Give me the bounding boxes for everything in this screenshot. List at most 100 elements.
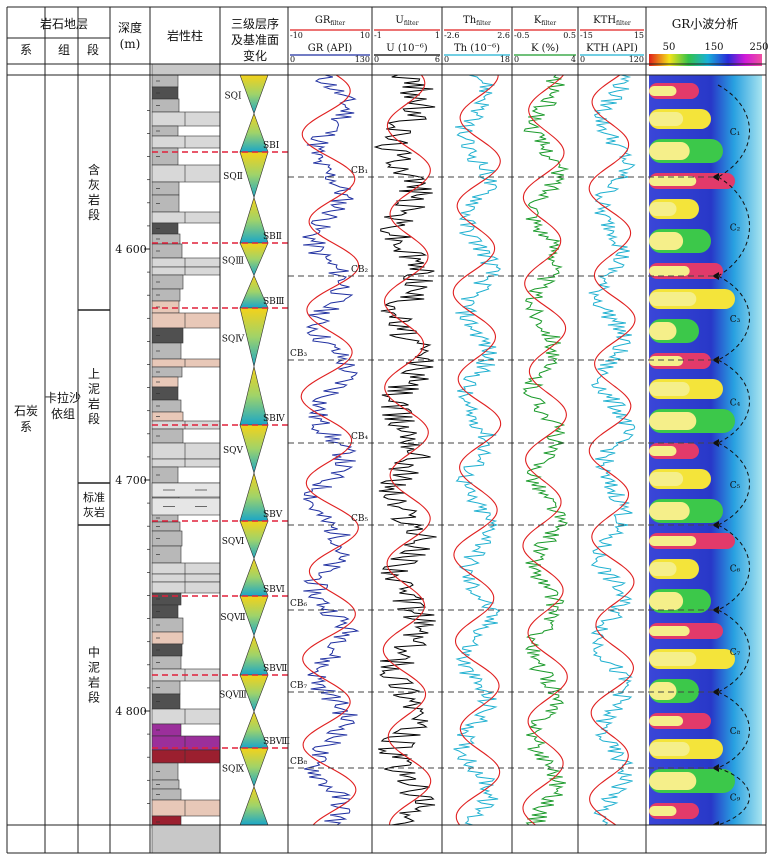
wavelet-band-core (649, 176, 697, 186)
header-seq-3: 变化 (243, 48, 267, 63)
scale-tick-label: 250 (749, 42, 768, 53)
sequence-rise-triangle (239, 785, 269, 826)
log-raw-min: 0 (514, 55, 519, 64)
section-label: 岩 (88, 192, 100, 207)
log-filter-curve (522, 74, 568, 826)
log-raw-max: 120 (629, 55, 644, 64)
header-group: 组 (58, 43, 70, 57)
sequence-column: SQⅠ SQⅡ SQⅢ SQⅣ SQⅤ SQⅥ SQⅦ SQⅧ SQⅨ SBⅠ SBⅡ SBⅢ SBⅣ S… (219, 74, 290, 826)
lithology-bed (151, 164, 221, 183)
sb-label: SBⅤ (263, 510, 283, 520)
log-filter-max: 1 (435, 31, 440, 40)
lithology-bed (151, 312, 221, 329)
sequence-fall-triangle (239, 74, 269, 115)
cb-label: CB₁ (351, 166, 368, 176)
cb-label: CB₄ (351, 432, 369, 442)
system-label: 石炭 (14, 404, 38, 418)
sb-label: SBⅡ (263, 232, 282, 242)
lithology-bed (151, 376, 179, 388)
header-depth-unit: (m) (120, 37, 141, 51)
lithology-bed (151, 562, 221, 575)
wavelet-band-core (649, 142, 690, 160)
lithology-bed (151, 111, 221, 127)
wavelet-band-core (649, 86, 677, 96)
cycle-arrow (712, 521, 719, 529)
cycle-label: C₅ (730, 481, 741, 491)
log-track-headers: GRfilter -10 10 GR (API) 0 130 Ufilter -1 1 U (10… (290, 15, 644, 64)
log-filter-min: -1 (374, 31, 382, 40)
wavelet-band-core (649, 502, 690, 520)
sequence-fall-triangle (239, 424, 269, 475)
log-raw-label: Th (10⁻⁶) (454, 43, 500, 54)
log-raw-label: GR (API) (308, 43, 352, 54)
lithology-bed (151, 497, 221, 516)
wavelet-band-core (649, 322, 677, 340)
lithology-bed (151, 604, 179, 619)
log-raw-curve (522, 74, 570, 826)
log-raw-min: 0 (444, 55, 449, 64)
lithology-bed (151, 135, 221, 149)
section-label: 标准 (83, 490, 105, 504)
lithology-bed (151, 86, 179, 100)
header-strat: 岩石地层 (40, 16, 88, 31)
sb-label: SBⅧ (263, 737, 290, 747)
cycle-arrow (712, 764, 719, 772)
log-filter-min: -10 (290, 31, 303, 40)
log-raw-max: 18 (500, 55, 510, 64)
log-filter-max: 2.6 (497, 31, 510, 40)
log-raw-min: 0 (580, 55, 585, 64)
lithology-bed (151, 386, 179, 401)
cycle-label: C₉ (730, 794, 741, 804)
lithology-bed (151, 125, 179, 137)
wavelet-band-core (649, 356, 684, 366)
lithology-bed (151, 581, 221, 594)
wavelet-band-core (649, 266, 690, 276)
wavelet-band-core (649, 626, 690, 636)
log-filter-label: Thfilter (463, 15, 491, 27)
depth-label: 4 700 (115, 474, 147, 487)
log-filter-max: 15 (634, 31, 644, 40)
lithology-bed (151, 222, 179, 235)
log-raw-min: 0 (374, 55, 379, 64)
section-label: 岩 (88, 396, 100, 411)
log-filter-min: -0.5 (514, 31, 529, 40)
section-label: 泥 (88, 382, 100, 396)
cycle-arc (717, 524, 750, 611)
header-system: 系 (20, 43, 32, 57)
cycle-arrow (712, 688, 719, 696)
section-label: 段 (88, 207, 100, 222)
lithology-bed (151, 211, 221, 224)
sequence-label: SQⅡ (223, 172, 243, 182)
lithology-bed (151, 458, 221, 468)
cycle-label: C₆ (730, 565, 741, 575)
wavelet-band-core (649, 742, 690, 756)
cb-label: CB₂ (351, 265, 369, 275)
sequence-label: SQⅥ (222, 537, 245, 547)
lithology-column (151, 63, 221, 854)
log-raw-max: 130 (355, 55, 370, 64)
sequence-label: SQⅨ (222, 764, 245, 774)
log-filter-label: Ufilter (395, 15, 418, 27)
sb-label: SBⅦ (263, 664, 288, 674)
cycle-arrow (712, 272, 719, 280)
wavelet-band-core (649, 592, 684, 610)
section-label: 段 (88, 690, 100, 705)
cb-label: CB₃ (290, 349, 308, 359)
wavelet-band-core (649, 536, 697, 546)
cycle-arc (717, 275, 750, 361)
sequence-fall-triangle (239, 747, 269, 788)
header-wavelet: GR小波分析 (672, 17, 739, 31)
section-label: 含 (88, 162, 100, 177)
header-labels: 岩石地层 系 组 段 深度 (m) 岩性柱 三级层序 及基准面 变化 GR小波分… (20, 16, 738, 63)
section-label: 灰 (88, 178, 100, 192)
wavelet-band-core (649, 652, 697, 666)
cycle-arc (717, 84, 750, 178)
wavelet-band-core (649, 382, 690, 396)
cycle-label: C₁ (730, 128, 741, 138)
section-label: 段 (88, 411, 100, 426)
wavelet-band-core (649, 292, 697, 306)
cycle-label: C₈ (730, 727, 741, 737)
lithology-bed (151, 482, 221, 498)
cycle-arrow (712, 173, 719, 181)
